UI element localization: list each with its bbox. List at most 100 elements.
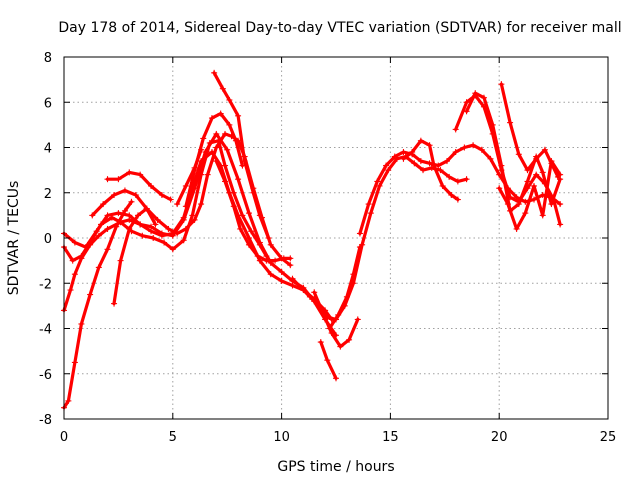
data-point — [150, 235, 157, 241]
series-s21 — [496, 158, 564, 232]
data-point — [524, 167, 531, 174]
series-s16 — [356, 142, 564, 237]
data-point — [531, 196, 538, 203]
data-point — [121, 207, 128, 214]
series-trace — [327, 245, 362, 331]
series-trace — [212, 71, 271, 240]
data-point — [245, 241, 252, 248]
data-point — [548, 158, 555, 165]
data-point — [217, 110, 224, 117]
data-point — [448, 192, 455, 199]
data-point — [487, 155, 494, 162]
data-point — [211, 69, 218, 76]
data-point — [267, 271, 274, 278]
data-point — [180, 237, 187, 244]
data-point — [126, 212, 133, 219]
data-point — [158, 192, 165, 199]
data-point — [219, 85, 226, 92]
data-point — [78, 320, 85, 327]
data-point — [417, 137, 424, 144]
y-tick-label: 6 — [44, 96, 52, 111]
data-point — [69, 257, 76, 264]
series-s19 — [463, 90, 564, 214]
data-point — [161, 239, 168, 246]
data-point — [463, 176, 470, 183]
data-point — [222, 130, 229, 137]
data-point — [478, 146, 485, 153]
data-point — [267, 241, 274, 248]
data-point — [87, 239, 94, 246]
data-point — [208, 115, 215, 122]
series-s13 — [311, 289, 361, 350]
data-point — [248, 228, 255, 235]
data-point — [71, 271, 78, 278]
data-point — [391, 153, 398, 160]
series-trace — [497, 159, 562, 231]
data-point — [230, 203, 237, 210]
data-point — [226, 121, 233, 128]
data-point — [265, 235, 272, 241]
data-point — [515, 151, 522, 158]
data-point — [426, 142, 433, 149]
x-tick-label: 15 — [382, 430, 399, 445]
data-point — [97, 221, 104, 228]
data-point — [533, 171, 540, 178]
data-point — [126, 225, 133, 232]
data-point — [317, 339, 324, 346]
data-point — [472, 90, 479, 97]
data-point — [383, 162, 390, 169]
data-point — [463, 99, 470, 106]
series-s5 — [61, 137, 270, 264]
data-point — [256, 241, 263, 248]
data-point — [158, 230, 165, 237]
data-point — [239, 212, 246, 219]
data-point — [126, 169, 133, 176]
data-point — [104, 212, 111, 219]
data-point — [71, 359, 78, 366]
x-axis-ticks: 0 5 10 15 20 25 — [60, 57, 616, 445]
data-point — [222, 178, 229, 185]
data-point — [113, 223, 120, 230]
data-point — [143, 205, 150, 212]
data-point — [480, 94, 487, 101]
data-point — [452, 149, 459, 156]
data-point — [198, 201, 205, 208]
data-point — [463, 108, 470, 115]
data-point — [152, 221, 159, 228]
data-point — [224, 146, 231, 153]
data-point — [280, 255, 287, 262]
data-point — [148, 182, 155, 189]
series-s6 — [61, 198, 135, 411]
series-s10 — [174, 146, 205, 208]
data-point — [204, 171, 211, 178]
data-point — [522, 210, 529, 217]
data-point — [409, 149, 416, 156]
data-point — [169, 246, 176, 253]
series-s7 — [111, 205, 159, 307]
data-point — [498, 162, 505, 169]
y-tick-label: -8 — [39, 413, 52, 428]
data-point — [452, 126, 459, 133]
y-tick-label: 2 — [44, 187, 52, 202]
data-point — [121, 187, 128, 194]
data-point — [311, 289, 318, 296]
data-point — [87, 291, 94, 298]
y-tick-label: -4 — [39, 323, 52, 338]
data-point — [117, 257, 124, 264]
data-point — [557, 171, 564, 178]
data-point — [148, 223, 155, 230]
data-point — [154, 216, 161, 223]
data-point — [95, 264, 102, 271]
data-point — [524, 178, 531, 185]
data-point — [548, 201, 555, 208]
series-s9 — [211, 69, 272, 241]
data-point — [95, 232, 102, 239]
data-point — [420, 167, 427, 174]
data-point — [430, 162, 437, 169]
data-point — [417, 158, 424, 165]
y-tick-label: -6 — [39, 368, 52, 383]
data-point — [235, 176, 242, 183]
data-point — [104, 176, 111, 183]
data-point — [374, 178, 381, 185]
series-s11 — [213, 158, 294, 264]
